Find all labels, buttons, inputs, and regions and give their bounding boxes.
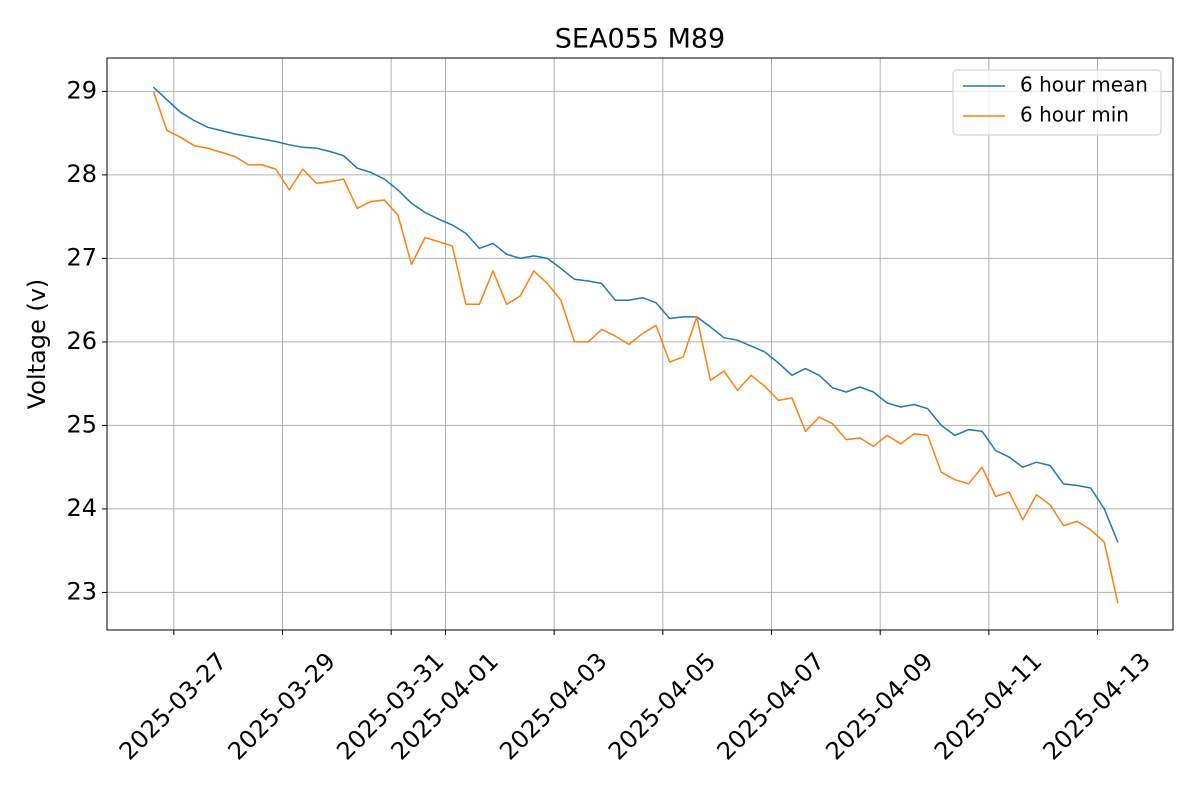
legend: 6 hour mean 6 hour min [952,69,1162,136]
y-tick-label: 24 [66,494,97,522]
y-tick-label: 26 [66,327,97,355]
y-tick-label: 28 [66,160,97,188]
data-line [152,86,1119,543]
data-line [152,91,1119,604]
legend-label: 6 hour mean [1020,73,1148,97]
legend-label: 6 hour min [1020,103,1129,127]
y-axis-label: Voltage (v) [23,279,51,410]
y-tick-label: 27 [66,243,97,271]
plot-frame [106,57,1174,631]
chart-title: SEA055 M89 [555,24,725,55]
y-tick-label: 23 [66,577,97,605]
y-tick-label: 29 [66,76,97,104]
y-tick-label: 25 [66,410,97,438]
